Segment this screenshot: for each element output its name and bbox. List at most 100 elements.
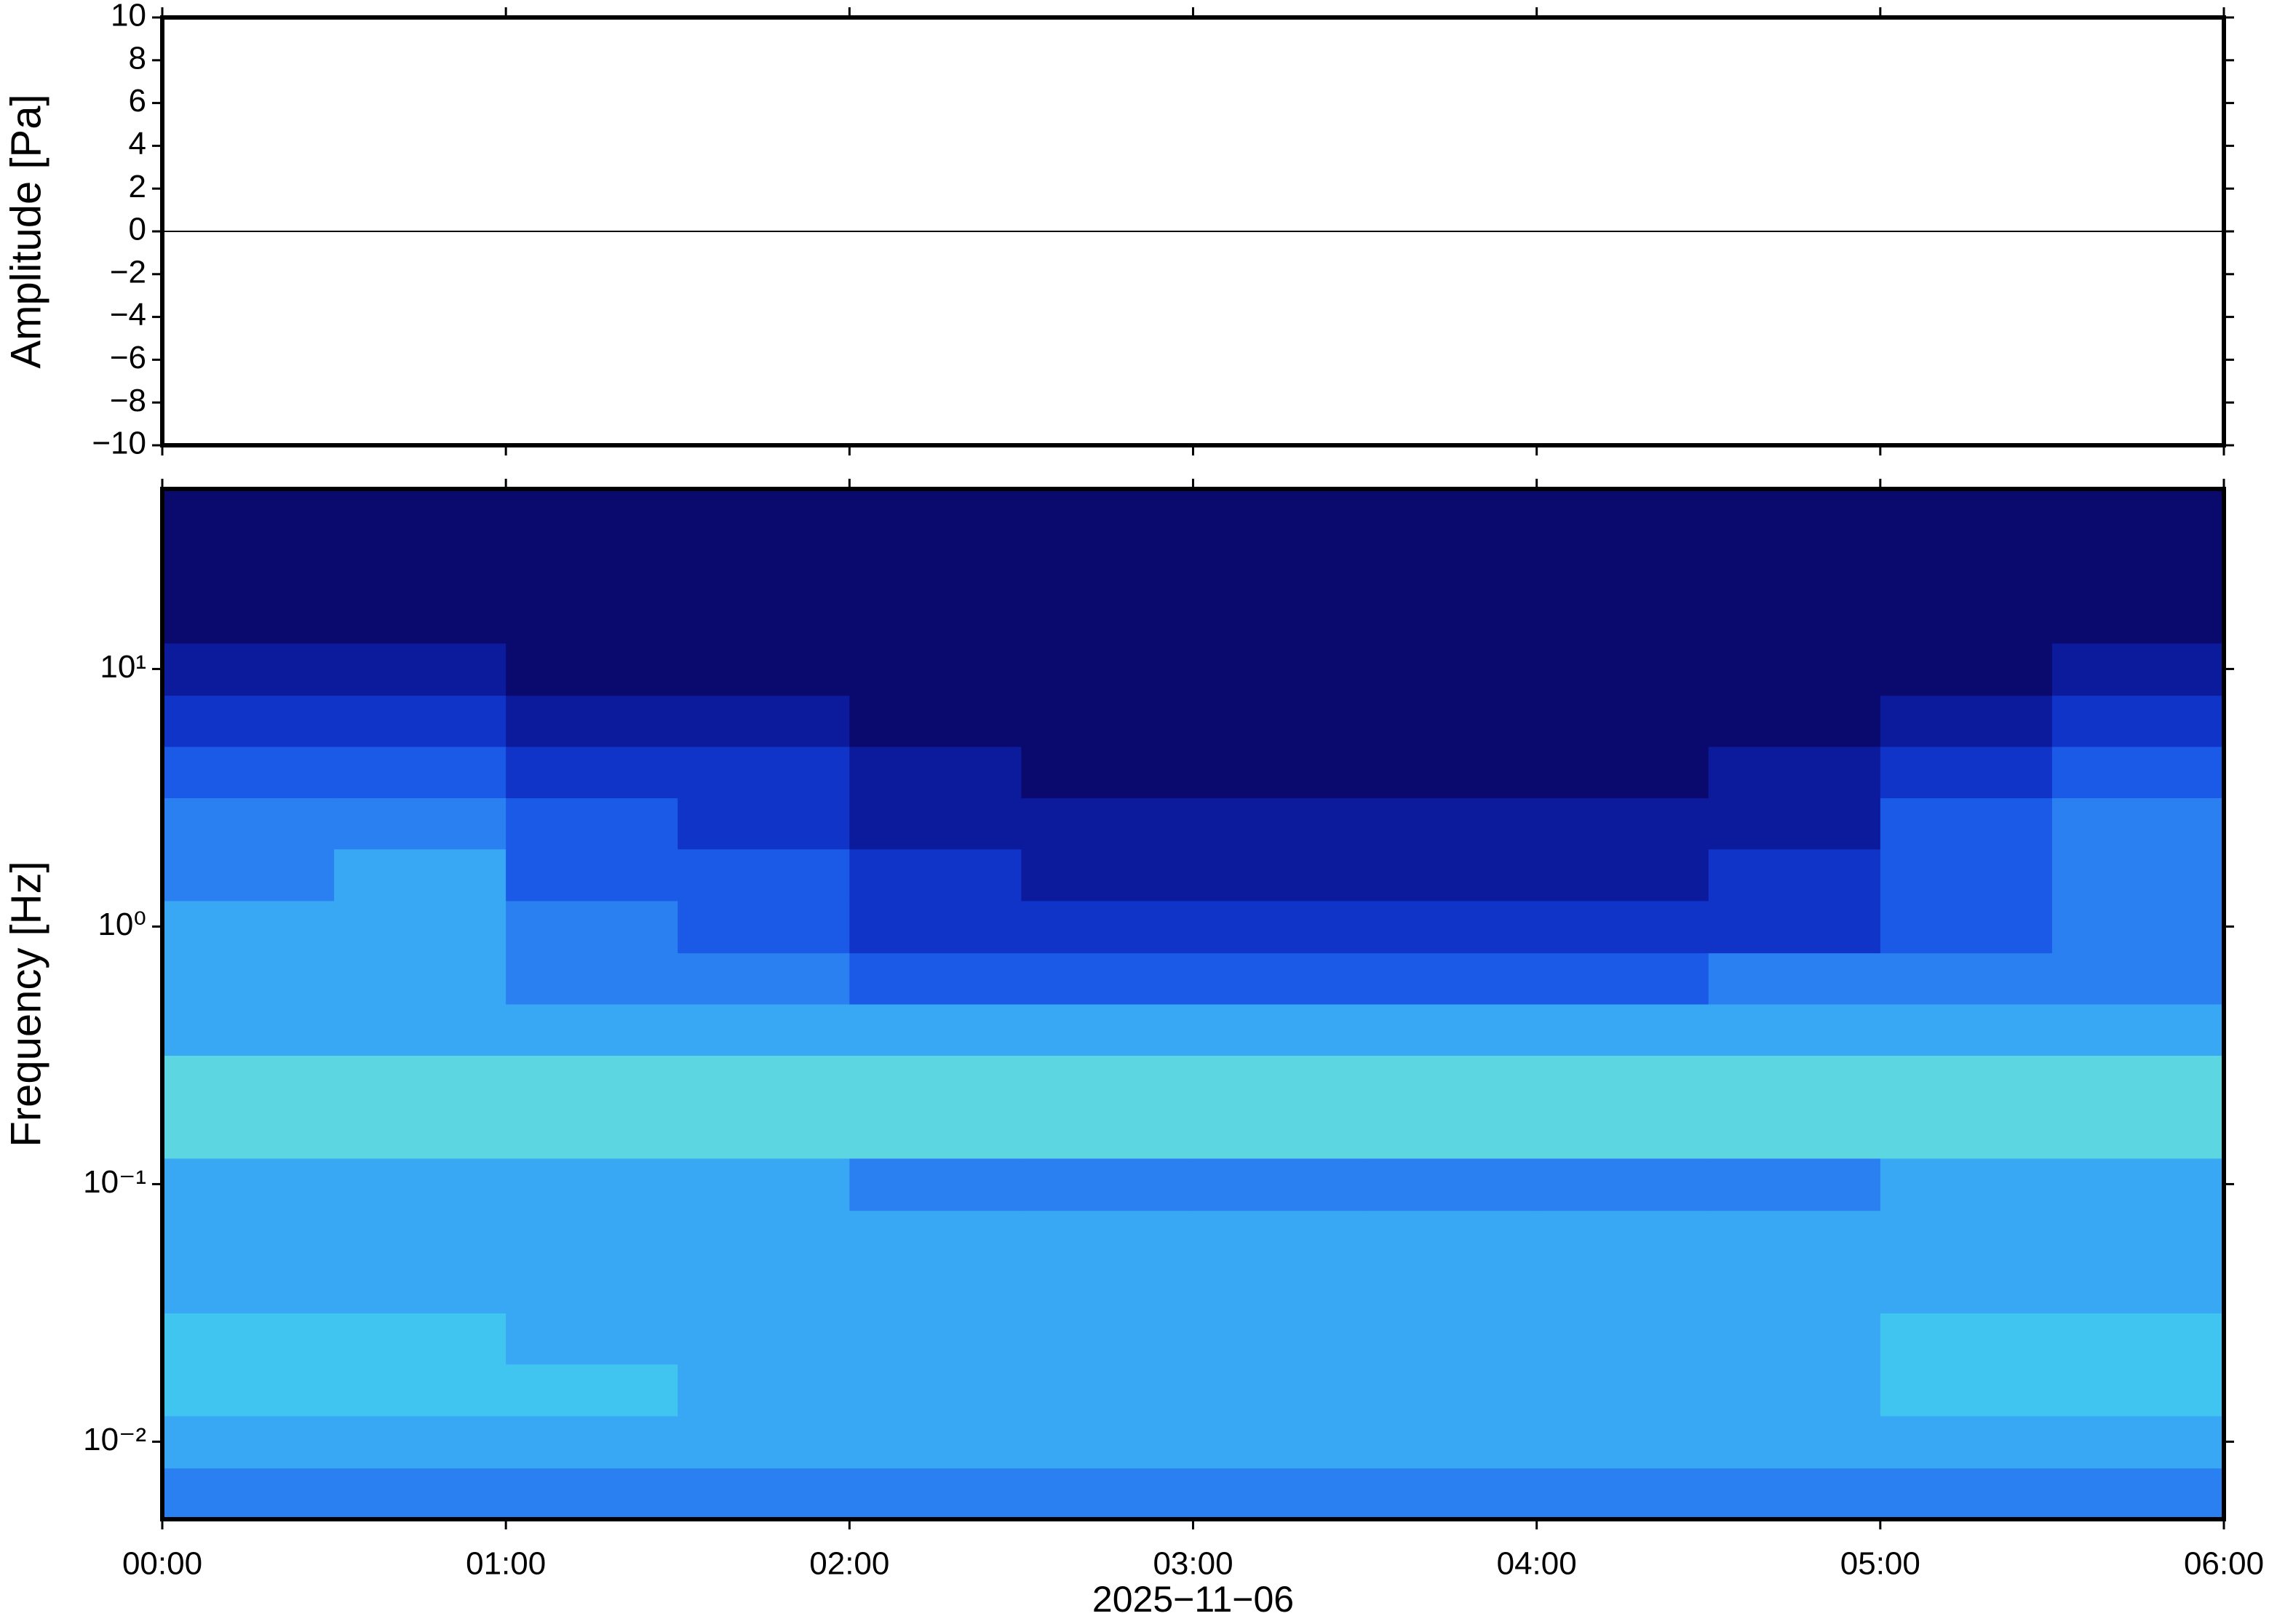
heatmap-cell xyxy=(162,1106,335,1159)
heatmap-cell xyxy=(1708,1004,1881,1056)
heatmap-cell xyxy=(1364,848,1538,901)
heatmap-cell xyxy=(162,591,335,644)
heatmap-cell xyxy=(1880,1415,2053,1469)
heatmap-cell xyxy=(1880,1004,2053,1056)
y-tick-label: 10⁰ xyxy=(98,907,146,942)
heatmap-cell xyxy=(1193,1158,1366,1211)
heatmap-cell xyxy=(1536,797,1709,850)
heatmap-cell xyxy=(506,1262,678,1314)
heatmap-cell xyxy=(334,797,506,850)
heatmap-cell xyxy=(849,797,1022,850)
heatmap-cell xyxy=(1880,1106,2053,1159)
heatmap-cell xyxy=(334,591,506,644)
heatmap-cell xyxy=(334,1262,506,1314)
heatmap-cell xyxy=(162,642,335,696)
heatmap-cell xyxy=(1193,747,1366,799)
heatmap-cell xyxy=(1021,747,1193,799)
heatmap-cell xyxy=(162,1364,335,1417)
heatmap-cell xyxy=(1880,1055,2053,1107)
heatmap-cell xyxy=(506,900,678,954)
heatmap-cell xyxy=(1193,1364,1366,1417)
heatmap-cell xyxy=(334,695,506,747)
heatmap-cell xyxy=(2051,1313,2225,1365)
heatmap-cell xyxy=(1708,1313,1881,1365)
heatmap-cell xyxy=(849,747,1022,799)
y-tick-label: −6 xyxy=(110,340,146,375)
heatmap-cell xyxy=(677,1106,850,1159)
heatmap-cell xyxy=(677,540,850,592)
heatmap-cell xyxy=(1708,489,1881,541)
y-tick-label: −10 xyxy=(92,426,146,461)
heatmap-cell xyxy=(2051,1210,2225,1262)
heatmap-cell xyxy=(2051,642,2225,696)
heatmap-cell xyxy=(1880,900,2053,954)
heatmap-cell xyxy=(1021,591,1193,644)
heatmap-cell xyxy=(1536,848,1709,901)
heatmap-cell xyxy=(162,952,335,1005)
heatmap-cell xyxy=(677,1158,850,1211)
y-tick-label: 8 xyxy=(129,40,146,76)
heatmap-cell xyxy=(1193,1106,1366,1159)
heatmap-cell xyxy=(1708,1106,1881,1159)
heatmap-cell xyxy=(506,747,678,799)
heatmap-cell xyxy=(1193,591,1366,644)
heatmap-cell xyxy=(162,1262,335,1314)
heatmap-cell xyxy=(1021,1106,1193,1159)
heatmap-cell xyxy=(1536,540,1709,592)
heatmap-cell xyxy=(849,1415,1022,1469)
heatmap-cell xyxy=(1880,1468,2053,1520)
heatmap-cell xyxy=(2051,1055,2225,1107)
heatmap-cell xyxy=(1021,1210,1193,1262)
heatmap-cell xyxy=(1708,1055,1881,1107)
heatmap-cell xyxy=(1021,642,1193,696)
heatmap-cell xyxy=(506,1210,678,1262)
heatmap-cell xyxy=(506,1364,678,1417)
heatmap-cell xyxy=(2051,1415,2225,1469)
heatmap-cell xyxy=(677,900,850,954)
heatmap-cell xyxy=(677,1468,850,1520)
heatmap-cell xyxy=(1708,1415,1881,1469)
heatmap-cell xyxy=(1193,489,1366,541)
heatmap-cell xyxy=(1880,1158,2053,1211)
heatmap-cell xyxy=(1708,1210,1881,1262)
heatmap-cell xyxy=(334,1364,506,1417)
heatmap-cell xyxy=(162,848,335,901)
heatmap-cell xyxy=(1021,1262,1193,1314)
heatmap-cell xyxy=(1536,1468,1709,1520)
heatmap-cell xyxy=(1364,797,1538,850)
heatmap-cell xyxy=(1536,747,1709,799)
heatmap-cell xyxy=(2051,1262,2225,1314)
x-tick-label: 00:00 xyxy=(122,1546,202,1582)
heatmap-cell xyxy=(2051,797,2225,850)
heatmap-cell xyxy=(1364,1262,1538,1314)
heatmap-cell xyxy=(1193,540,1366,592)
heatmap-cell xyxy=(1193,952,1366,1005)
heatmap-cell xyxy=(1536,642,1709,696)
heatmap-cell xyxy=(1536,952,1709,1005)
heatmap-cell xyxy=(1708,1468,1881,1520)
heatmap-cell xyxy=(1708,591,1881,644)
heatmap-cell xyxy=(1708,1364,1881,1417)
heatmap-cell xyxy=(1193,695,1366,747)
heatmap-cell xyxy=(1021,1055,1193,1107)
heatmap-cell xyxy=(1536,1158,1709,1211)
y-axis-label: Frequency [Hz] xyxy=(2,861,49,1147)
heatmap-cell xyxy=(1536,1106,1709,1159)
heatmap-cell xyxy=(1708,952,1881,1005)
heatmap-cell xyxy=(849,1468,1022,1520)
x-tick-label: 02:00 xyxy=(809,1546,889,1582)
heatmap-cell xyxy=(1536,1055,1709,1107)
heatmap-cell xyxy=(1880,540,2053,592)
heatmap-cell xyxy=(677,591,850,644)
heatmap-cell xyxy=(1708,797,1881,850)
x-tick-label: 04:00 xyxy=(1497,1546,1577,1582)
y-tick-label: −4 xyxy=(110,297,146,333)
heatmap-cell xyxy=(1364,489,1538,541)
heatmap-cell xyxy=(1708,900,1881,954)
heatmap-cell xyxy=(1536,1313,1709,1365)
heatmap-cell xyxy=(1364,900,1538,954)
heatmap-cell xyxy=(677,1415,850,1469)
heatmap-cell xyxy=(162,747,335,799)
heatmap-cell xyxy=(1193,848,1366,901)
